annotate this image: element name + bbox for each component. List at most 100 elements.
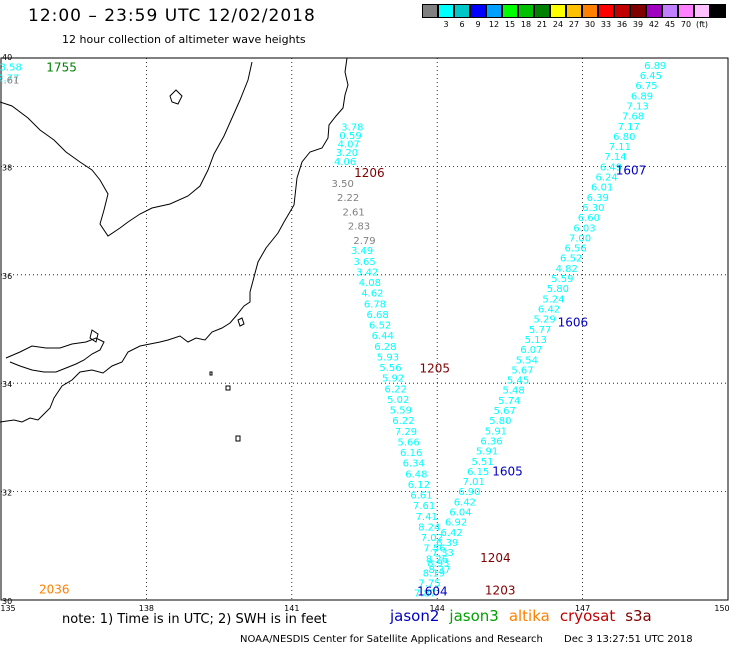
wave-height-tracks: 3.582.772.613.780.594.073.204.063.502.22… bbox=[0, 61, 666, 600]
swh-value: 2.61 bbox=[0, 75, 19, 86]
swh-value: 7.61 bbox=[413, 501, 435, 512]
footnote: note: 1) Time is in UTC; 2) SWH is in fe… bbox=[62, 612, 327, 627]
track-cryosat-grey: 3.50 2.22 2.61 2.83 2.79 bbox=[332, 179, 376, 247]
swh-value: 5.59 bbox=[551, 274, 573, 285]
swh-value: 4.07 bbox=[338, 140, 360, 151]
lon-label-144: 144 bbox=[430, 604, 445, 613]
swh-value: 3.58 bbox=[0, 62, 22, 73]
swh-value: 5.45 bbox=[507, 376, 529, 387]
swh-value: 5.51 bbox=[472, 457, 494, 468]
swh-value: 5.92 bbox=[382, 374, 404, 385]
swh-value: 5.56 bbox=[379, 363, 401, 374]
lat-label-36: 36 bbox=[2, 272, 12, 281]
legend-swatch-0 bbox=[422, 4, 438, 18]
legend-swatch-17 bbox=[694, 4, 710, 18]
pass-time-labels: 1755 1206 1607 1606 1205 1605 1204 1203 1604 2036 bbox=[39, 61, 646, 599]
sado-island bbox=[169, 89, 183, 105]
swh-value: 7.17 bbox=[618, 122, 640, 133]
satellite-jason3: jason3 bbox=[449, 607, 499, 625]
swh-value: 7.33 bbox=[432, 548, 454, 559]
swh-value: 7.13 bbox=[626, 101, 648, 112]
swh-value: 6.36 bbox=[480, 436, 502, 447]
swh-value: 6.42 bbox=[538, 304, 560, 315]
swh-value: 4.06 bbox=[334, 157, 356, 168]
swh-value: 2.79 bbox=[353, 236, 375, 247]
swh-value: 5.13 bbox=[525, 335, 547, 346]
legend-label-3: 12 bbox=[488, 20, 500, 29]
swh-value: 8.26 bbox=[426, 554, 448, 565]
swh-value: 2.61 bbox=[342, 207, 364, 218]
legend-labels: 3 6 9 12 15 18 21 24 27 30 33 36 39 42 45 70 (ft) bbox=[422, 20, 726, 32]
swh-value: 6.01 bbox=[591, 183, 613, 194]
swh-value: 6.34 bbox=[403, 459, 425, 470]
sea-of-japan-coastline bbox=[0, 61, 253, 237]
pass-time-1206: 1206 bbox=[354, 166, 385, 180]
swh-value: 3.20 bbox=[336, 148, 358, 159]
swh-value: 6.90 bbox=[458, 487, 480, 498]
legend-swatch-14 bbox=[646, 4, 662, 18]
honshu-coastline bbox=[0, 57, 349, 423]
pass-time-2036: 2036 bbox=[39, 582, 70, 596]
swh-value: 8.37 bbox=[428, 565, 450, 576]
swh-value: 6.24 bbox=[595, 173, 617, 184]
swh-value: 7.68 bbox=[622, 112, 644, 123]
pass-time-1606: 1606 bbox=[558, 315, 589, 329]
swh-value: 7.87 bbox=[414, 589, 436, 600]
legend-label-2: 9 bbox=[475, 20, 481, 29]
swh-value: 6.80 bbox=[613, 132, 635, 143]
swh-value: 2.22 bbox=[337, 193, 359, 204]
swh-value: 0.59 bbox=[339, 131, 361, 142]
pass-time-1604: 1604 bbox=[417, 585, 448, 599]
swh-value: 4.08 bbox=[359, 278, 381, 289]
legend-swatch-1 bbox=[438, 4, 454, 18]
pass-time-1755: 1755 bbox=[46, 61, 77, 75]
swh-value: 6.39 bbox=[587, 193, 609, 204]
legend-label-4: 15 bbox=[504, 20, 516, 29]
track-nw-corner: 3.582.77 bbox=[0, 62, 22, 84]
legend-label-1: 6 bbox=[459, 20, 465, 29]
swh-value: 6.78 bbox=[364, 299, 386, 310]
swh-value: 6.28 bbox=[374, 342, 396, 353]
swh-value: 6.49 bbox=[600, 162, 622, 173]
izu-island-3 bbox=[209, 371, 213, 376]
swh-value: 6.56 bbox=[564, 244, 586, 255]
swh-value: 6.39 bbox=[436, 538, 458, 549]
pass-time-1204: 1204 bbox=[480, 551, 511, 565]
swh-value: 6.44 bbox=[372, 331, 394, 342]
legend-label-14: 45 bbox=[664, 20, 676, 29]
swh-value: 6.75 bbox=[635, 81, 657, 92]
legend-label-11: 36 bbox=[616, 20, 628, 29]
swh-value: 5.91 bbox=[476, 447, 498, 458]
legend-label-6: 21 bbox=[536, 20, 548, 29]
swh-value: 3.65 bbox=[354, 257, 376, 268]
lat-label-34: 34 bbox=[2, 380, 12, 389]
awaji-island bbox=[89, 329, 99, 343]
shikoku-coastline bbox=[5, 337, 105, 373]
oshima-island bbox=[237, 317, 245, 327]
swh-value: 6.30 bbox=[582, 203, 604, 214]
legend-swatch-2 bbox=[454, 4, 470, 18]
track-cryosat-south: 3.493.653.424.084.626.786.686.526.446.28… bbox=[351, 246, 451, 576]
track-nw-corner-grey: 2.61 bbox=[0, 75, 19, 86]
swh-value: 6.07 bbox=[520, 345, 542, 356]
swh-value: 2.83 bbox=[348, 222, 370, 233]
swh-value: 8.93 bbox=[427, 558, 449, 569]
swh-value: 6.92 bbox=[445, 518, 467, 529]
lat-label-38: 38 bbox=[2, 163, 12, 172]
swh-value: 7.29 bbox=[395, 427, 417, 438]
lon-label-138: 138 bbox=[139, 604, 154, 613]
pass-time-1607: 1607 bbox=[616, 164, 647, 178]
graticule: 135 138 141 144 147 150 40 38 36 34 32 30 bbox=[0, 53, 729, 613]
swh-value: 5.02 bbox=[387, 395, 409, 406]
generation-timestamp: Dec 3 13:27:51 UTC 2018 bbox=[564, 634, 693, 645]
legend-swatch-12 bbox=[614, 4, 630, 18]
swh-value: 7.56 bbox=[423, 544, 445, 555]
swh-value: 6.22 bbox=[385, 384, 407, 395]
swh-value: 5.80 bbox=[547, 284, 569, 295]
legend-swatch-9 bbox=[566, 4, 582, 18]
swh-value: 6.89 bbox=[644, 61, 666, 72]
swh-value: 6.12 bbox=[408, 480, 430, 491]
izu-island-2 bbox=[235, 435, 241, 442]
swh-value: 6.60 bbox=[578, 213, 600, 224]
